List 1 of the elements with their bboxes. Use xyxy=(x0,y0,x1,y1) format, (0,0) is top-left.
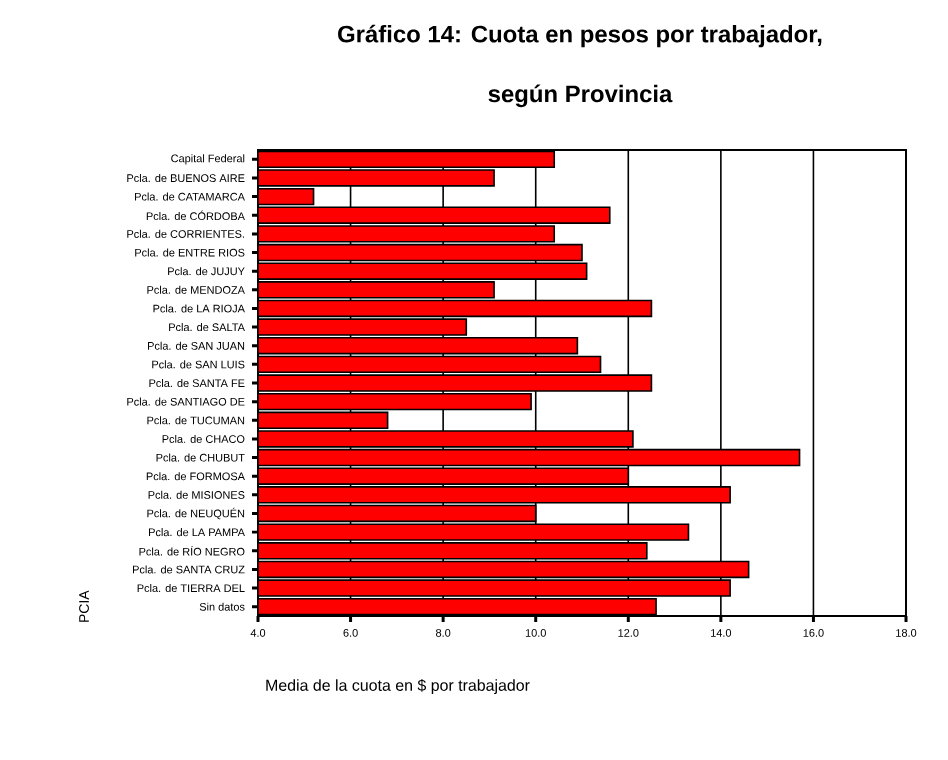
chart-title: Gráfico 14: Cuota en pesos por trabajador, según Provincia xyxy=(338,24,822,108)
